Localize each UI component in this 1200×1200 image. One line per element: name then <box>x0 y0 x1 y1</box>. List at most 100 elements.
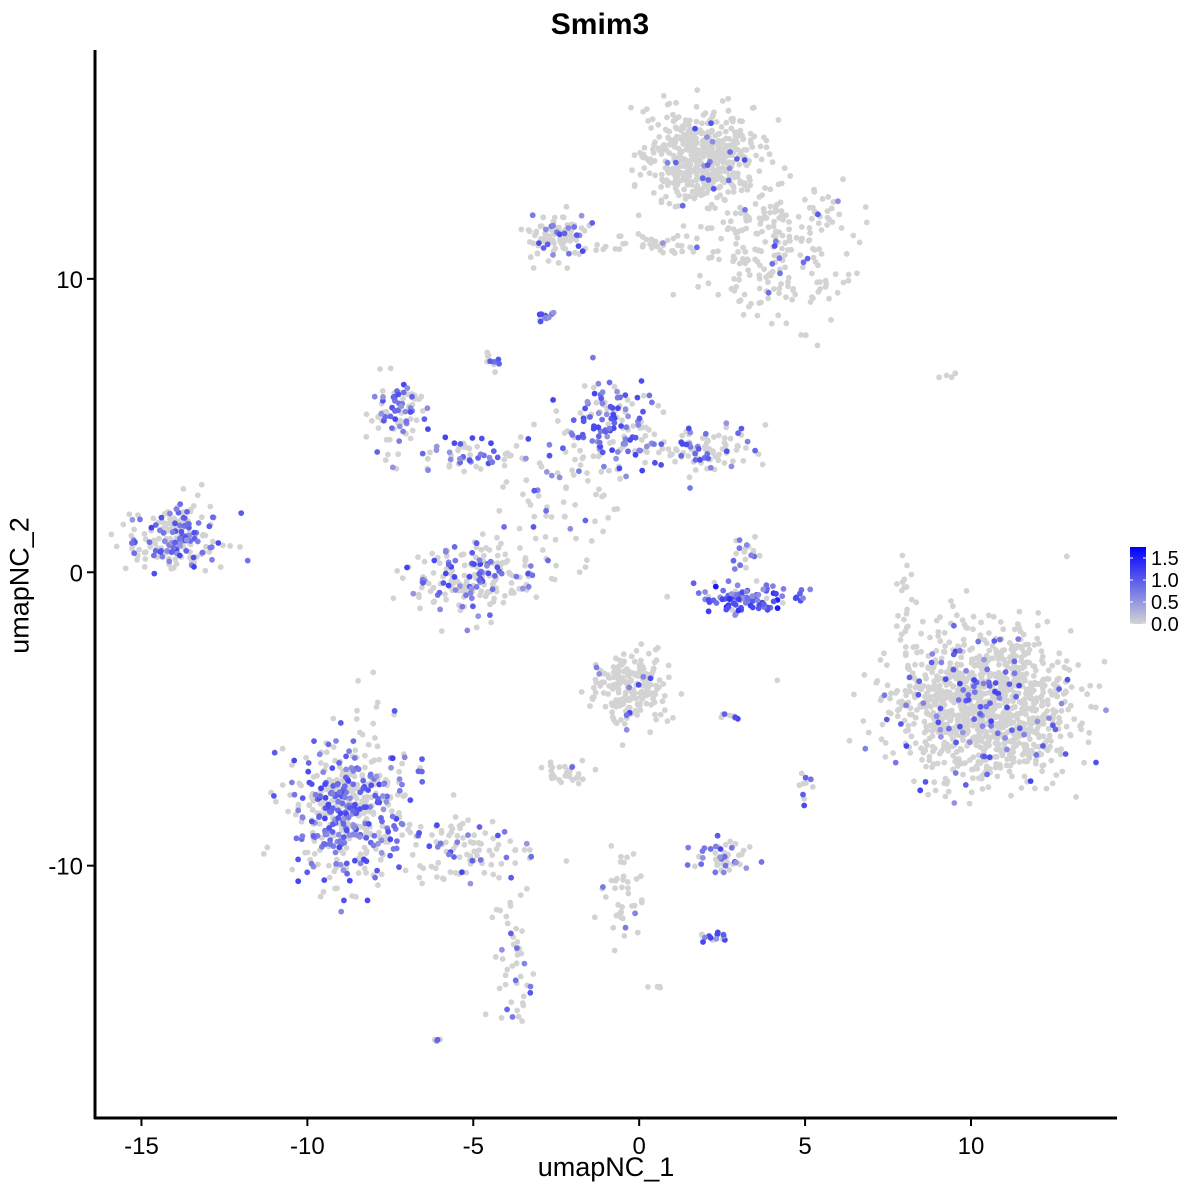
cell-point <box>817 279 823 285</box>
cell-point <box>890 750 896 756</box>
cell-point <box>596 439 603 446</box>
cell-point <box>643 700 650 707</box>
cell-point <box>439 875 446 882</box>
cell-point <box>775 312 782 319</box>
cell-point <box>490 871 497 878</box>
cell-point <box>912 684 919 691</box>
cell-point <box>543 512 549 519</box>
cell-point <box>527 502 534 508</box>
cell-point <box>679 432 686 439</box>
cell-point <box>986 683 993 689</box>
cell-point <box>501 828 508 835</box>
cell-point <box>955 697 962 703</box>
cell-point <box>530 240 537 247</box>
cell-point <box>391 823 397 829</box>
cell-point <box>509 963 516 969</box>
cell-point <box>376 781 383 788</box>
cell-point <box>881 692 888 699</box>
cell-point <box>940 648 947 655</box>
cell-point <box>909 711 915 718</box>
cell-point <box>756 300 763 306</box>
cell-point <box>705 225 712 232</box>
cell-point <box>917 787 924 794</box>
cell-point <box>819 196 826 202</box>
cell-point <box>902 687 909 694</box>
cell-point <box>1021 758 1028 765</box>
cell-point <box>567 237 574 244</box>
cell-point <box>396 423 403 430</box>
cell-point <box>546 314 552 321</box>
cell-point <box>1066 667 1073 673</box>
cell-point <box>747 137 754 144</box>
cell-point <box>929 669 936 676</box>
cell-point <box>1022 677 1028 684</box>
cell-point <box>828 205 835 212</box>
cell-point <box>721 711 728 717</box>
cell-point <box>407 797 414 803</box>
cell-point <box>271 793 277 799</box>
cell-point <box>374 699 381 706</box>
cell-point <box>669 165 676 172</box>
cell-point <box>681 186 687 193</box>
cell-point <box>738 210 744 217</box>
cell-point <box>176 552 183 559</box>
cell-point <box>577 447 583 454</box>
cell-point <box>735 249 741 255</box>
cell-point <box>657 711 664 718</box>
cell-point <box>695 147 702 154</box>
cell-point <box>692 863 698 870</box>
cell-point <box>365 741 372 748</box>
cell-point <box>566 250 572 257</box>
cell-point <box>338 908 345 915</box>
cell-point <box>996 661 1002 668</box>
cell-point <box>938 698 945 705</box>
cell-point <box>956 647 963 654</box>
cell-point <box>720 219 727 226</box>
cell-point <box>877 657 884 663</box>
cell-point <box>688 178 695 185</box>
cell-point <box>681 131 687 138</box>
cell-point <box>912 661 918 668</box>
cell-point <box>335 831 342 838</box>
cell-point <box>710 249 717 255</box>
cell-point <box>377 856 384 863</box>
cell-point <box>400 389 407 396</box>
cell-point <box>973 763 980 770</box>
cell-point <box>389 464 396 471</box>
cell-point <box>906 674 913 681</box>
cell-point <box>595 433 602 440</box>
cell-point <box>664 159 671 166</box>
cell-point <box>473 463 480 470</box>
cell-point <box>618 853 624 860</box>
cell-point <box>389 425 395 431</box>
cell-point <box>360 777 367 784</box>
cell-point <box>1026 754 1033 761</box>
cell-point <box>478 588 485 595</box>
cell-point <box>394 568 401 574</box>
cell-point <box>495 544 502 551</box>
cell-point <box>647 156 654 163</box>
cell-point <box>741 291 748 298</box>
cell-point <box>856 239 863 246</box>
cell-point <box>385 828 392 835</box>
cell-point <box>658 184 664 190</box>
cell-point <box>156 535 162 542</box>
cell-point <box>624 397 631 403</box>
cell-point <box>1023 686 1030 692</box>
cell-point <box>383 839 389 845</box>
cell-point <box>795 213 802 220</box>
cell-point <box>715 184 722 191</box>
cell-point <box>563 484 569 490</box>
cell-point <box>480 552 487 559</box>
cell-point <box>514 945 520 951</box>
cell-point <box>164 548 171 554</box>
cell-point <box>996 655 1002 662</box>
cell-point <box>728 285 735 292</box>
cell-point <box>628 653 635 660</box>
cell-point <box>1033 695 1040 701</box>
cell-point <box>575 780 582 787</box>
cell-point <box>316 751 323 758</box>
cell-point <box>378 837 385 844</box>
cell-point <box>327 837 333 843</box>
cell-point <box>988 718 994 725</box>
